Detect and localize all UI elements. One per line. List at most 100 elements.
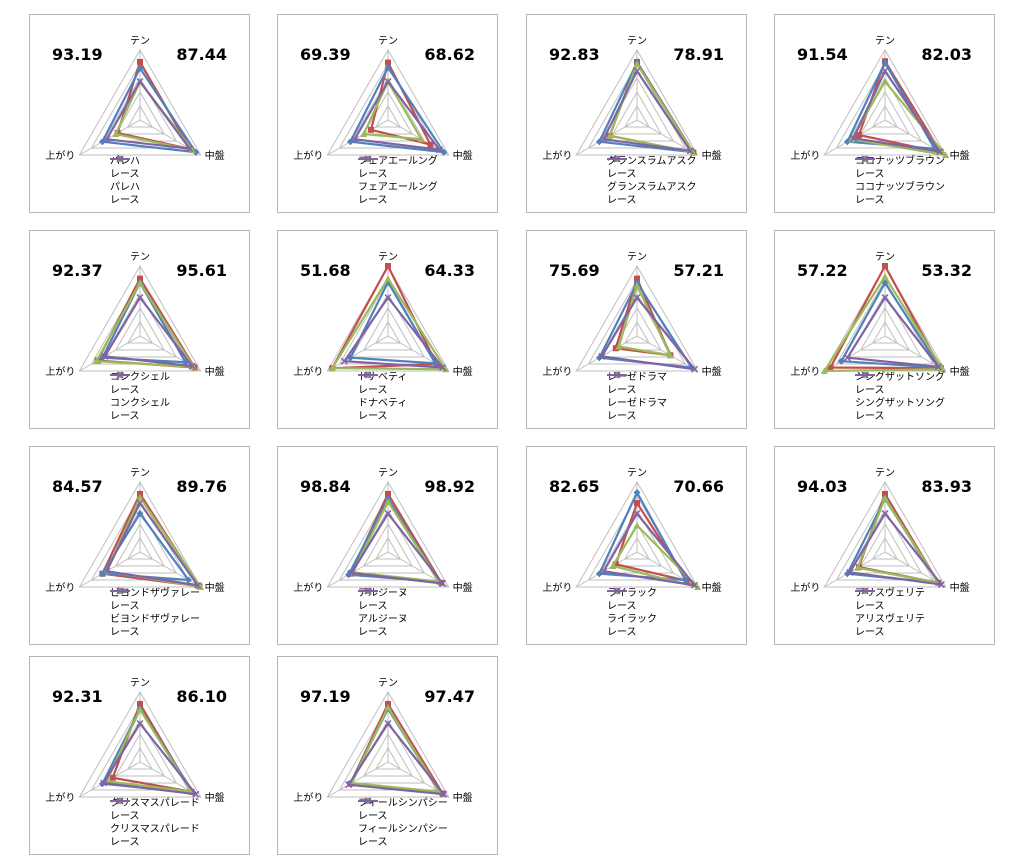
legend-entry: レース bbox=[855, 155, 945, 207]
series-marker-3 bbox=[136, 293, 144, 302]
series-line-3 bbox=[350, 512, 444, 585]
axis-label-left: 上がり bbox=[293, 365, 323, 378]
series-marker-2 bbox=[854, 564, 862, 571]
score-left: 92.83 bbox=[549, 45, 600, 64]
legend-entry: アルジーヌ bbox=[358, 587, 408, 626]
grid-ring bbox=[127, 321, 153, 344]
chart-legend: アリスヴェリテ レース アリスヴェリテ レース bbox=[855, 587, 925, 639]
legend-label: ドナベティ bbox=[358, 398, 408, 409]
series-marker-2 bbox=[942, 151, 950, 158]
series-marker-3 bbox=[843, 354, 851, 362]
series-line-2 bbox=[331, 277, 447, 371]
axis-label-right: 中盤 bbox=[205, 581, 225, 594]
series-marker-3 bbox=[439, 579, 447, 588]
legend-entry: レース bbox=[110, 371, 170, 423]
grid-ring bbox=[78, 265, 202, 372]
series-marker-3 bbox=[351, 135, 359, 143]
series-line-3 bbox=[602, 512, 696, 587]
series-marker-2 bbox=[939, 365, 947, 373]
chart-legend: ドナベティ レース ドナベティ レース bbox=[358, 371, 407, 423]
series-marker-3 bbox=[340, 357, 348, 365]
series-marker-3 bbox=[881, 509, 889, 518]
grid-spoke bbox=[327, 551, 389, 588]
series-marker-3 bbox=[861, 371, 869, 379]
legend-label: レース bbox=[358, 385, 388, 396]
axis-label-right: 中盤 bbox=[453, 581, 473, 594]
chart-legend: パレハ レース パレハ レース bbox=[110, 155, 140, 207]
legend-label: クリスマスパレード bbox=[110, 798, 200, 809]
series-marker-0 bbox=[137, 275, 143, 282]
radar-chart-panel: テン 上がり 中盤 98.84 98.92 アルジーヌ レース アルジーヌ レース bbox=[277, 446, 498, 645]
series-marker-3 bbox=[384, 293, 392, 302]
score-right: 87.44 bbox=[176, 45, 227, 64]
legend-entry: レース bbox=[358, 587, 408, 639]
series-line-3 bbox=[105, 501, 199, 587]
grid-ring bbox=[78, 691, 202, 798]
score-right: 86.10 bbox=[176, 687, 227, 706]
score-right: 89.76 bbox=[176, 477, 227, 496]
legend-entry: レース bbox=[358, 797, 448, 849]
grid-ring bbox=[872, 537, 898, 560]
series-line-2 bbox=[105, 708, 193, 793]
axis-label-left: 上がり bbox=[293, 149, 323, 162]
legend-label: ビヨンドザヴァレー bbox=[110, 614, 200, 625]
series-line-3 bbox=[102, 722, 197, 796]
legend-entry: レース bbox=[855, 587, 925, 613]
series-marker-2 bbox=[666, 351, 674, 359]
series-marker-1 bbox=[881, 279, 889, 287]
series-marker-3 bbox=[600, 135, 608, 143]
series-line-3 bbox=[846, 296, 940, 368]
grid-ring bbox=[326, 481, 450, 588]
series-marker-3 bbox=[116, 155, 124, 163]
score-right: 70.66 bbox=[673, 477, 724, 496]
series-marker-3 bbox=[186, 145, 194, 153]
series-marker-3 bbox=[116, 587, 124, 595]
series-marker-2 bbox=[442, 365, 450, 373]
chart-legend: コンクシェル レース コンクシェル レース bbox=[110, 371, 170, 423]
series-marker-2 bbox=[384, 703, 392, 711]
series-marker-3 bbox=[861, 155, 869, 163]
score-left: 84.57 bbox=[52, 477, 103, 496]
legend-label: コンクシェル bbox=[110, 398, 170, 409]
series-line-1 bbox=[101, 67, 197, 154]
series-marker-2 bbox=[384, 275, 392, 282]
series-marker-3 bbox=[691, 365, 699, 373]
legend-entry: シングザットソング bbox=[855, 371, 945, 410]
series-marker-3 bbox=[116, 371, 124, 379]
series-marker-1 bbox=[98, 138, 106, 146]
score-left: 92.31 bbox=[52, 687, 103, 706]
series-marker-0 bbox=[368, 126, 375, 133]
series-marker-3 bbox=[440, 790, 448, 798]
legend-label: レース bbox=[607, 195, 637, 206]
axis-label-left: 上がり bbox=[790, 149, 820, 162]
grid-spoke bbox=[636, 119, 698, 156]
legend-label: レース bbox=[358, 627, 388, 638]
series-marker-2 bbox=[197, 583, 205, 590]
grid-spoke bbox=[824, 335, 886, 372]
legend-label: レース bbox=[358, 411, 388, 422]
grid-ring bbox=[575, 265, 699, 372]
series-marker-1 bbox=[136, 64, 144, 72]
radar-chart-panel: テン 上がり 中盤 92.83 78.91 グランスラムアスク レース グランスラムアスク レー… bbox=[526, 14, 747, 213]
grid-spoke bbox=[824, 551, 886, 588]
chart-legend: アルジーヌ レース アルジーヌ レース bbox=[358, 587, 408, 639]
grid-ring bbox=[624, 105, 650, 128]
radar-chart-panel: テン 上がり 中盤 93.19 87.44 パレハ レース パレハ レース bbox=[29, 14, 250, 213]
series-marker-2 bbox=[609, 562, 617, 569]
series-marker-3 bbox=[364, 587, 372, 595]
legend-entry: クリスマスパレード bbox=[110, 797, 200, 836]
series-marker-3 bbox=[188, 362, 196, 370]
axis-label-right: 中盤 bbox=[702, 149, 722, 162]
axis-label-top: テン bbox=[378, 252, 398, 263]
legend-swatch bbox=[358, 371, 378, 379]
legend-entry: レース bbox=[110, 797, 200, 849]
axis-label-left: 上がり bbox=[293, 791, 323, 804]
series-marker-3 bbox=[936, 147, 944, 156]
legend-label: レース bbox=[855, 627, 885, 638]
series-line-0 bbox=[829, 264, 942, 370]
series-marker-3 bbox=[934, 363, 942, 371]
chart-legend: ココナッツブラウン レース ココナッツブラウン レース bbox=[855, 155, 945, 207]
axis-label-top: テン bbox=[378, 468, 398, 479]
